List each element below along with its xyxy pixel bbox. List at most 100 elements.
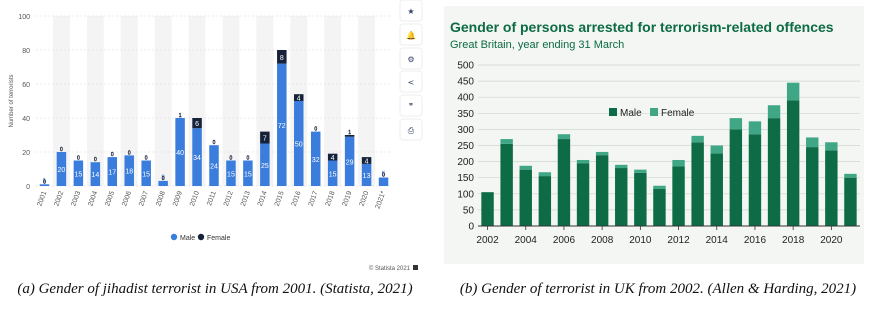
bar-female (595, 151, 609, 156)
x-tick-label: 2012 (223, 190, 235, 207)
x-tick-label: 2016 (744, 235, 767, 246)
bell-icon[interactable]: 🔔 (399, 23, 423, 46)
band (52, 16, 70, 186)
y-axis-label: Number of terrorists (9, 74, 15, 127)
bar-female (327, 153, 338, 161)
data-label-female: 0 (230, 156, 233, 162)
bar-female (729, 118, 743, 130)
data-label-male: 3 (161, 175, 165, 181)
bar-male (158, 180, 168, 186)
y-tick-label: 80 (22, 48, 30, 55)
data-label-female: 0 (60, 147, 63, 153)
x-tick-label: 2014 (257, 190, 269, 207)
source-label: © Statista 2021 (369, 265, 411, 272)
svg-text:🔔: 🔔 (406, 31, 416, 40)
x-tick-label: 2002 (476, 235, 499, 246)
y-tick-label: 150 (457, 173, 474, 184)
bar-female (277, 50, 287, 64)
data-label-female: 7 (263, 136, 267, 143)
bar-female (634, 169, 647, 173)
data-label-male: 15 (329, 171, 337, 178)
bar-female (519, 165, 532, 170)
x-tick-label: 2020 (359, 190, 371, 207)
y-tick-label: 100 (457, 189, 474, 200)
y-tick-label: 200 (457, 157, 474, 168)
bar-female (786, 82, 800, 101)
bar-male (361, 163, 372, 186)
x-tick-label: 2001 (36, 190, 48, 207)
bar-female (615, 164, 628, 169)
bar-male (310, 131, 321, 186)
band (222, 16, 240, 186)
y-tick-label: 450 (457, 77, 474, 88)
bar-female (825, 142, 838, 151)
y-tick-label: 50 (463, 205, 475, 216)
bar-male (729, 129, 743, 226)
x-tick-label: 2002 (53, 190, 65, 207)
bar-male (141, 160, 151, 186)
bar-female (192, 118, 202, 129)
svg-text:<: < (408, 78, 415, 87)
bar-female (344, 135, 355, 137)
bar-male (844, 177, 857, 226)
share-icon[interactable]: < (399, 70, 423, 93)
svg-text:⎙: ⎙ (408, 126, 415, 135)
data-label-male: 17 (108, 170, 116, 177)
star-icon[interactable]: ★ (399, 0, 423, 22)
bar-male (73, 160, 84, 186)
data-label-female: 0 (314, 127, 317, 133)
caption-a: (a) Gender of jihadist terrorist in USA … (17, 281, 413, 297)
y-tick-label: 400 (457, 93, 474, 104)
bar-male (378, 177, 389, 186)
data-label-female: 0 (111, 152, 114, 158)
bar-male (294, 101, 304, 186)
band (358, 16, 376, 186)
bar-male (260, 143, 270, 186)
print-icon[interactable]: ⎙ (399, 118, 423, 141)
data-label-female: 4 (331, 155, 335, 162)
x-tick-label: 2004 (87, 190, 99, 207)
data-label-male: 15 (142, 171, 150, 178)
bar-male (481, 192, 494, 226)
quote-icon[interactable]: ❞ (399, 94, 423, 117)
chart-subtitle: Great Britain, year ending 31 March (450, 39, 624, 51)
chart-title: Gender of persons arrested for terrorism… (450, 19, 834, 35)
y-tick-label: 60 (22, 82, 30, 89)
x-tick-label: 2021* (375, 190, 388, 210)
y-tick-label: 0 (468, 222, 474, 233)
bar-female (294, 94, 304, 101)
data-label-female: 1 (179, 113, 182, 119)
x-tick-label: 2008 (155, 190, 167, 207)
data-label-female: 0 (94, 157, 97, 163)
y-tick-label: 40 (22, 116, 30, 123)
data-label-female: 0 (43, 179, 46, 185)
x-tick-label: 2012 (667, 235, 690, 246)
bar-female (767, 105, 781, 119)
data-label-male: 24 (210, 164, 218, 171)
bar-male (672, 166, 685, 226)
data-label-female: 0 (145, 156, 148, 162)
x-tick-label: 2005 (104, 190, 116, 207)
legend-label-female: Female (207, 235, 230, 242)
x-tick-label: 2016 (291, 190, 303, 207)
legend-label-female: Female (661, 108, 695, 119)
x-tick-label: 2018 (325, 190, 337, 207)
data-label-male: 1 (43, 178, 47, 184)
gear-icon[interactable]: ⚙ (399, 47, 423, 70)
bar-male (327, 160, 338, 186)
bar-female (672, 159, 685, 167)
data-label-female: 0 (213, 140, 216, 146)
bar-male (175, 118, 185, 186)
bar-male (576, 163, 590, 226)
bar-male (767, 118, 781, 226)
bar-male (107, 157, 118, 186)
data-label-male: 14 (91, 172, 99, 179)
x-tick-label: 2008 (591, 235, 614, 246)
legend-label-male: Male (180, 235, 195, 242)
y-tick-label: 0 (26, 184, 30, 191)
bar-female (576, 159, 590, 164)
band (154, 16, 172, 186)
bar-female (260, 131, 270, 144)
x-tick-label: 2003 (70, 190, 82, 207)
